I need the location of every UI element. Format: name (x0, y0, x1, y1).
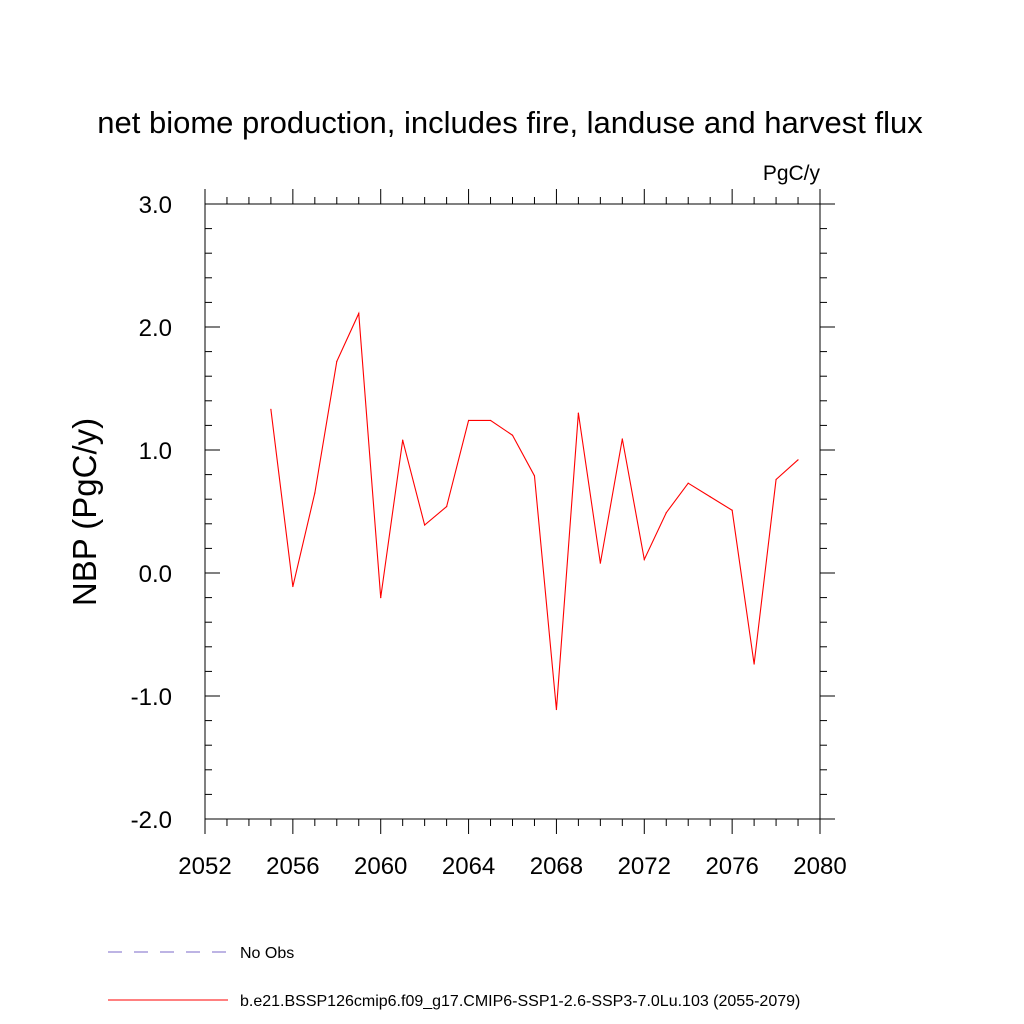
x-tick-label: 2076 (705, 853, 758, 880)
x-tick-label: 2060 (354, 853, 407, 880)
data-point (380, 597, 382, 599)
x-tick-label: 2056 (266, 853, 319, 880)
plot-frame (204, 203, 821, 820)
data-point (577, 412, 579, 414)
data-point (621, 438, 623, 440)
data-point (709, 496, 711, 498)
units-label: PgC/y (763, 162, 821, 185)
data-point (599, 562, 601, 564)
data-point (731, 509, 733, 511)
y-tick-label: -1.0 (131, 684, 172, 711)
x-tick-label: 2064 (442, 853, 495, 880)
chart-title: net biome production, includes fire, lan… (97, 105, 923, 140)
data-point (775, 478, 777, 481)
x-tick-label: 2068 (530, 853, 583, 880)
x-tick-label: 2080 (793, 853, 846, 880)
data-point (292, 585, 294, 588)
y-tick-label: 0.0 (139, 561, 172, 588)
data-point (665, 512, 667, 514)
y-tick-label: 3.0 (139, 192, 172, 219)
legend: No Obs b.e21.BSSP126cmip6.f09_g17.CMIP6-S… (108, 945, 800, 1010)
legend-label-1: b.e21.BSSP126cmip6.f09_g17.CMIP6-SSP1-2.… (240, 993, 800, 1010)
data-point (402, 439, 404, 441)
y-tick-label: 1.0 (139, 438, 172, 465)
data-point (467, 419, 470, 422)
data-point (797, 459, 799, 461)
y-tick-label: 2.0 (139, 315, 172, 342)
x-tick-label: 2052 (178, 853, 231, 880)
data-point (511, 434, 514, 436)
x-tick-label: 2072 (618, 853, 671, 880)
data-point (314, 492, 316, 494)
data-point (533, 475, 536, 477)
data-point (336, 360, 338, 363)
data-point (489, 419, 492, 422)
legend-label-0: No Obs (240, 945, 294, 962)
data-point (555, 708, 558, 711)
data-point (424, 524, 426, 526)
data-point (643, 558, 645, 561)
series-line-0 (270, 311, 799, 710)
y-tick-label: -2.0 (131, 807, 172, 834)
plot-area: 2052 2056 2060 2064 2068 2072 2076 2080 -2.0 -1.0… (131, 189, 847, 880)
data-point (358, 312, 360, 315)
data-point (270, 408, 272, 411)
data-point (753, 663, 755, 665)
y-axis-label: NBP (PgC/y) (66, 418, 103, 606)
data-point (446, 505, 448, 508)
data-point (687, 482, 689, 484)
